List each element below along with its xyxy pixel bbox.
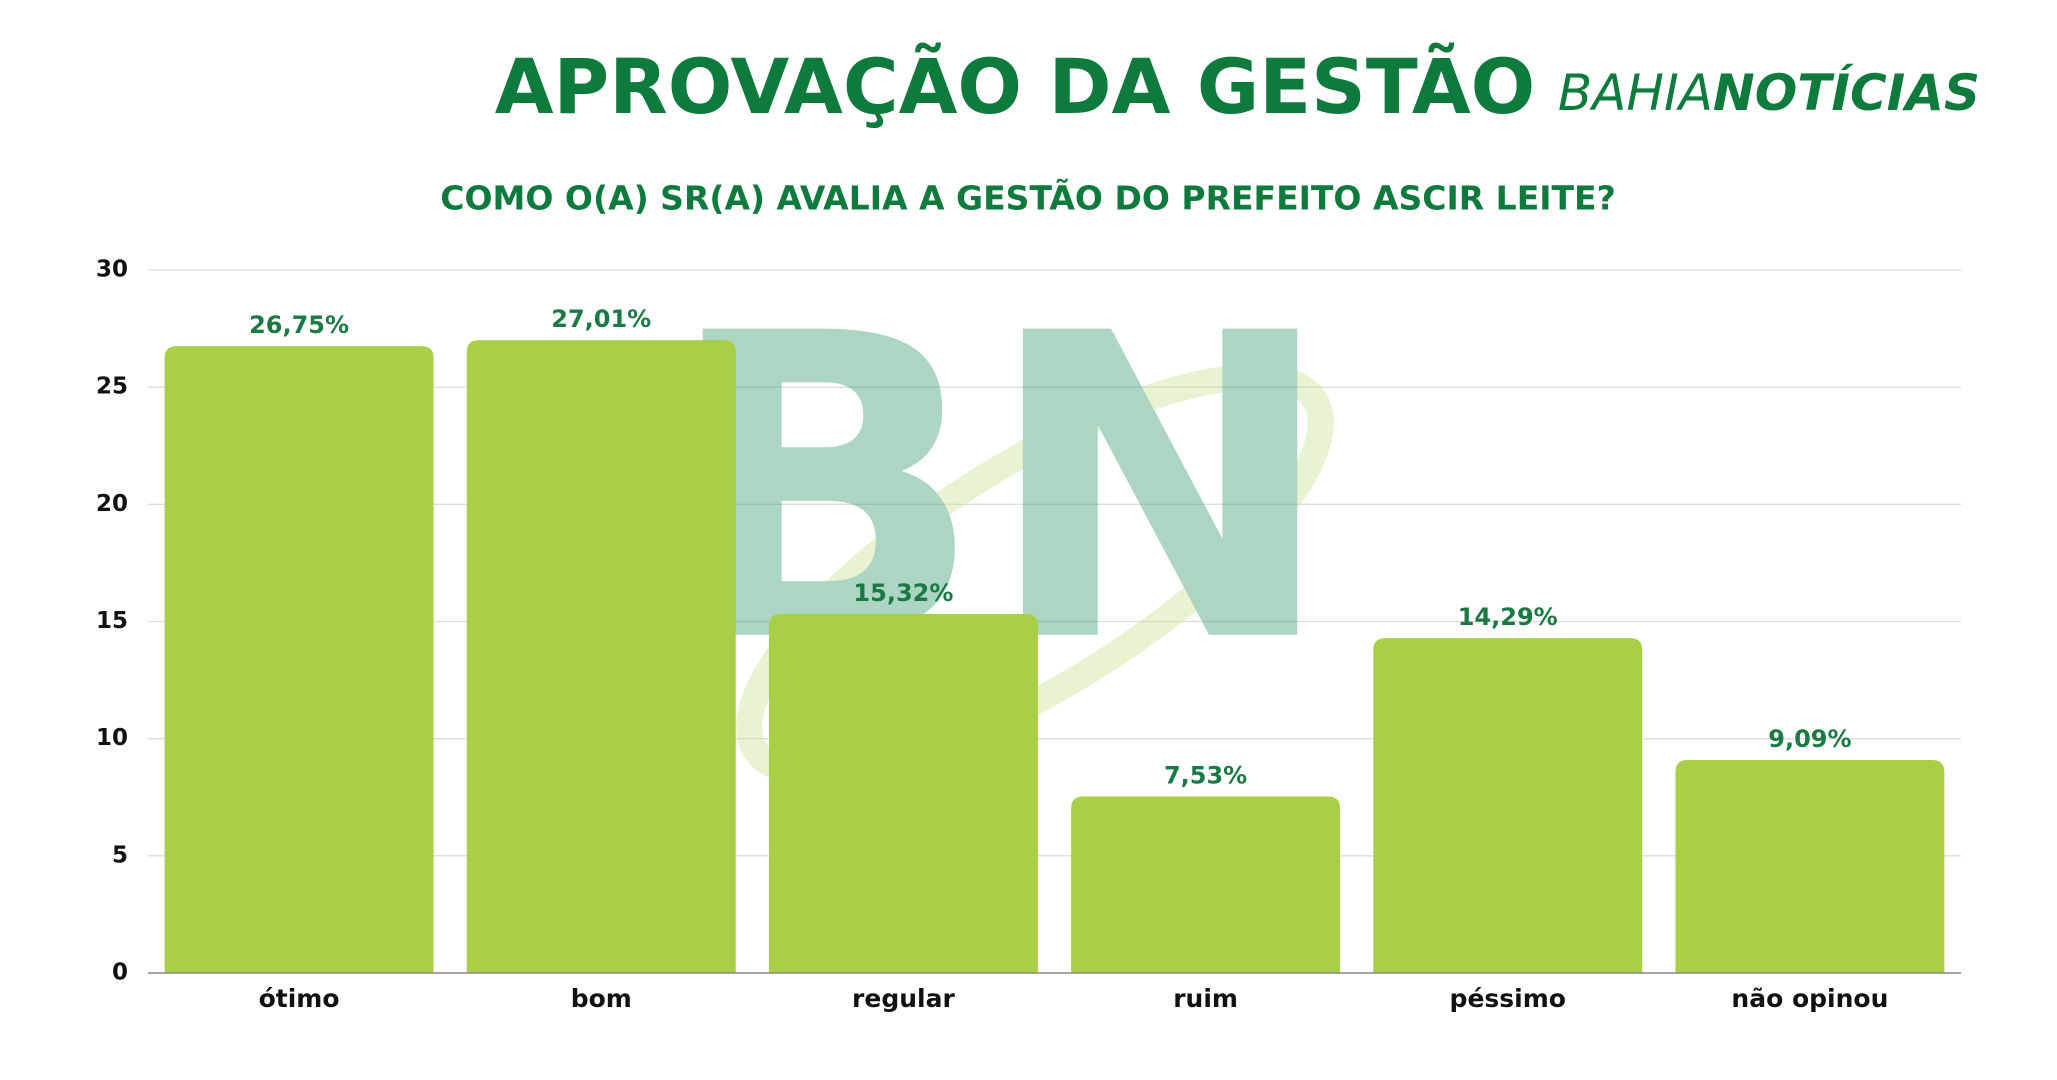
x-tick-label: péssimo <box>1450 984 1566 1013</box>
chart-subtitle: COMO O(A) SR(A) AVALIA A GESTÃO DO PREFE… <box>440 178 1615 218</box>
bar <box>1373 638 1643 973</box>
bar <box>1675 759 1945 973</box>
y-tick-label: 20 <box>96 491 128 517</box>
logo: BAHIANOTÍCIAS <box>1558 63 1980 122</box>
bar <box>1071 796 1341 973</box>
value-label: 7,53% <box>1164 762 1247 790</box>
chart-title: APROVAÇÃO DA GESTÃO <box>495 42 1536 131</box>
value-label: 27,01% <box>551 305 651 333</box>
bar <box>768 614 1038 973</box>
bar <box>466 340 736 973</box>
value-label: 14,29% <box>1458 603 1558 631</box>
y-tick-label: 10 <box>96 725 128 751</box>
x-tick-label: não opinou <box>1731 984 1888 1013</box>
y-tick-label: 5 <box>112 842 128 868</box>
logo-bold: NOTÍCIAS <box>1713 63 1980 122</box>
logo-light: BAHIA <box>1558 64 1713 122</box>
y-tick-label: 25 <box>96 374 128 400</box>
x-tick-label: bom <box>571 984 632 1013</box>
x-tick-label: ótimo <box>259 984 340 1013</box>
grid <box>148 269 1961 974</box>
x-tick-label: regular <box>852 984 955 1013</box>
x-tick-label: ruim <box>1173 984 1238 1013</box>
bar <box>164 346 434 973</box>
y-tick-label: 0 <box>112 960 128 986</box>
y-tick-label: 15 <box>96 608 128 634</box>
value-label: 15,32% <box>853 579 953 607</box>
swoosh <box>736 363 1334 787</box>
y-tick-label: 30 <box>96 257 128 283</box>
value-label: 26,75% <box>249 311 349 339</box>
value-label: 9,09% <box>1768 725 1851 753</box>
